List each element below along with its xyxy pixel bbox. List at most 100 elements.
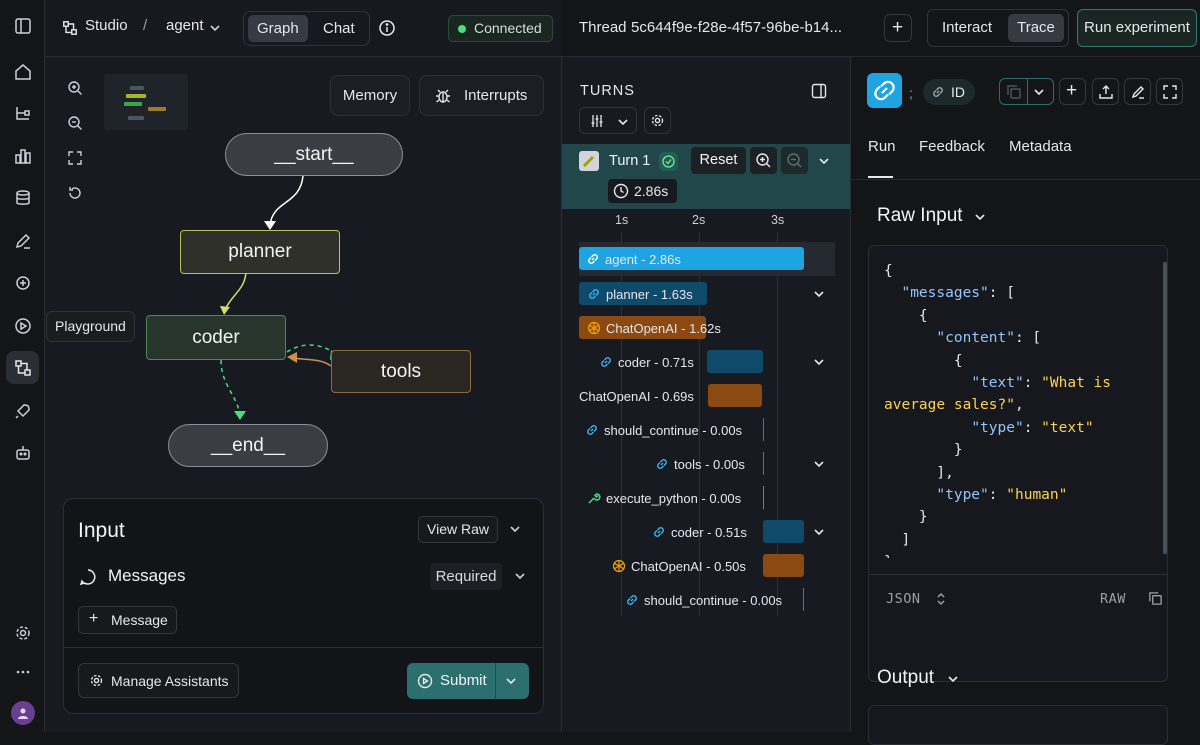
id-badge[interactable]: ID xyxy=(923,79,975,105)
plus-icon: + xyxy=(89,610,99,627)
span-bar-tools[interactable] xyxy=(763,452,764,475)
reset-view-icon[interactable] xyxy=(61,179,89,207)
chevron-up-down-icon[interactable] xyxy=(935,591,947,607)
expand-button[interactable] xyxy=(1156,78,1183,105)
memory-button[interactable]: Memory xyxy=(330,75,410,116)
tab-trace[interactable]: Trace xyxy=(1008,14,1064,42)
chevron-down-icon[interactable] xyxy=(813,288,825,300)
span-label: coder - 0.51s xyxy=(671,524,747,540)
fit-view-icon[interactable] xyxy=(61,144,89,172)
zoom-in-icon[interactable] xyxy=(750,147,777,174)
agents-icon[interactable] xyxy=(6,436,39,469)
submit-button[interactable]: Submit xyxy=(407,663,529,699)
view-raw-button[interactable]: View Raw xyxy=(418,516,498,543)
span-bar-coder[interactable] xyxy=(763,520,804,543)
trace-row-coder[interactable]: coder - 0.51s xyxy=(652,521,747,543)
studio-icon[interactable] xyxy=(6,351,39,384)
trace-row-execute-python[interactable]: execute_python - 0.00s xyxy=(587,487,741,509)
chevron-down-icon[interactable] xyxy=(947,673,959,685)
trace-row-planner[interactable]: planner - 1.63s xyxy=(587,283,693,305)
zoom-out-icon[interactable] xyxy=(61,109,89,137)
dashboards-icon[interactable] xyxy=(6,139,39,172)
scrollbar[interactable] xyxy=(1163,262,1167,554)
home-icon[interactable] xyxy=(6,55,39,88)
info-icon[interactable] xyxy=(378,19,396,37)
zoom-in-icon[interactable] xyxy=(61,74,89,102)
raw-input-title[interactable]: Raw Input xyxy=(877,205,963,226)
span-bar-chatopenai[interactable] xyxy=(579,316,706,339)
json-viewer[interactable]: { "messages": [ { "content": [ { "text":… xyxy=(884,263,1112,558)
tab-feedback[interactable]: Feedback xyxy=(919,138,985,155)
chevron-down-icon[interactable] xyxy=(974,211,986,223)
span-bar-agent[interactable] xyxy=(579,247,804,270)
format-selector[interactable]: JSON xyxy=(886,591,921,607)
node-coder[interactable]: coder xyxy=(146,315,286,360)
annotate-button[interactable] xyxy=(1124,78,1151,105)
tab-chat[interactable]: Chat xyxy=(323,20,355,37)
span-bar-planner[interactable] xyxy=(579,282,707,305)
chevron-down-icon[interactable] xyxy=(209,22,221,34)
trace-row-agent[interactable]: agent - 2.86s xyxy=(586,248,681,270)
copy-icon[interactable] xyxy=(1148,591,1163,606)
span-bar-chatopenai[interactable] xyxy=(763,554,804,577)
chevron-down-icon[interactable] xyxy=(509,523,521,535)
tab-interact[interactable]: Interact xyxy=(942,19,993,36)
node-end[interactable]: __end__ xyxy=(168,424,328,467)
panel-toggle-icon[interactable] xyxy=(811,83,827,99)
tab-graph[interactable]: Graph xyxy=(248,15,308,42)
output-title[interactable]: Output xyxy=(877,667,935,688)
run-experiment-button[interactable]: Run experiment xyxy=(1077,9,1197,47)
agent-selector[interactable]: agent xyxy=(166,17,204,34)
trace-row-chatopenai[interactable]: ChatOpenAI - 0.50s xyxy=(612,555,746,577)
trace-row-chatopenai[interactable]: ChatOpenAI - 1.62s xyxy=(587,317,721,339)
datasets-icon[interactable] xyxy=(6,181,39,214)
turn-row[interactable]: Turn 1 Reset 2.86s xyxy=(562,144,851,209)
chain-link-icon xyxy=(625,593,639,607)
deployments-icon[interactable] xyxy=(6,394,39,427)
thread-id[interactable]: 5c644f9e-f28e-4f57-96be-b14... xyxy=(631,19,842,36)
raw-toggle[interactable]: RAW xyxy=(1100,591,1126,607)
chevron-down-icon[interactable] xyxy=(514,570,526,582)
span-bar-should-continue[interactable] xyxy=(763,418,764,441)
breadcrumb-studio[interactable]: Studio xyxy=(85,17,128,34)
trace-row-should-continue[interactable]: should_continue - 0.00s xyxy=(625,589,782,611)
chevron-down-icon[interactable] xyxy=(813,526,825,538)
prompts-icon[interactable] xyxy=(6,266,39,299)
avatar[interactable] xyxy=(6,696,39,729)
manage-assistants-button[interactable]: Manage Assistants xyxy=(78,663,239,698)
minimap[interactable] xyxy=(104,74,188,130)
annotate-icon[interactable] xyxy=(6,224,39,257)
trace-row-should-continue[interactable]: should_continue - 0.00s xyxy=(585,419,742,441)
chevron-down-icon[interactable] xyxy=(818,155,830,167)
projects-icon[interactable] xyxy=(6,96,39,129)
node-planner[interactable]: planner xyxy=(180,230,340,274)
trace-settings-button[interactable] xyxy=(644,107,671,134)
zoom-out-icon[interactable] xyxy=(781,147,808,174)
trace-row-chatopenai[interactable]: ChatOpenAI - 0.69s xyxy=(579,385,694,407)
chevron-down-icon[interactable] xyxy=(813,356,825,368)
interrupts-button[interactable]: Interrupts xyxy=(419,75,544,116)
filter-dropdown[interactable] xyxy=(579,107,637,134)
share-button[interactable] xyxy=(1092,78,1119,105)
tab-metadata[interactable]: Metadata xyxy=(1009,138,1072,155)
reset-button[interactable]: Reset xyxy=(691,147,746,174)
span-bar-execute-python[interactable] xyxy=(763,486,764,509)
add-to-dataset-button[interactable]: + xyxy=(1059,78,1086,105)
compare-dropdown[interactable] xyxy=(999,78,1054,105)
node-tools[interactable]: tools xyxy=(331,350,471,393)
sidebar-toggle-icon[interactable] xyxy=(6,9,39,42)
chevron-down-icon[interactable] xyxy=(505,675,517,687)
playground-icon[interactable] xyxy=(6,309,39,342)
new-thread-button[interactable]: + xyxy=(884,14,912,42)
settings-icon[interactable] xyxy=(6,616,39,649)
chevron-down-icon[interactable] xyxy=(813,458,825,470)
add-message-button[interactable]: + Message xyxy=(78,606,177,634)
span-bar-chatopenai[interactable] xyxy=(708,384,762,407)
more-icon[interactable] xyxy=(6,655,39,688)
node-start[interactable]: __start__ xyxy=(225,133,403,176)
tab-run[interactable]: Run xyxy=(868,138,896,155)
span-bar-coder[interactable] xyxy=(707,350,763,373)
span-bar-should-continue[interactable] xyxy=(803,588,804,611)
trace-row-tools[interactable]: tools - 0.00s xyxy=(655,453,745,475)
trace-row-coder[interactable]: coder - 0.71s xyxy=(599,351,694,373)
